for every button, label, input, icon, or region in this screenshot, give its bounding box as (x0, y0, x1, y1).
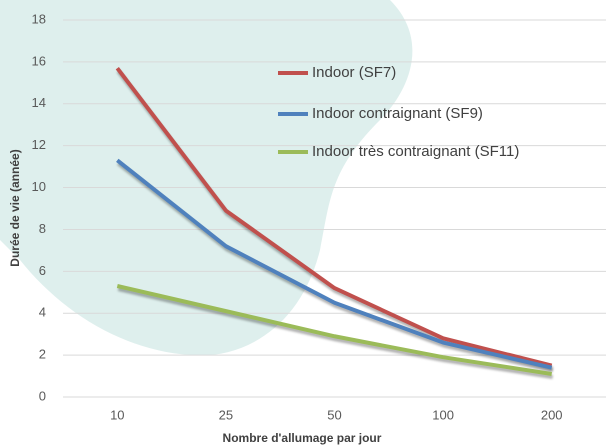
x-tick-label: 200 (541, 407, 563, 422)
legend-label: Indoor contraignant (SF9) (312, 105, 483, 122)
x-tick-label: 25 (219, 407, 233, 422)
series-line (116, 284, 553, 376)
x-tick-label: 10 (110, 407, 124, 422)
series-line (115, 66, 553, 368)
x-tick-label: 100 (432, 407, 454, 422)
y-axis-title: Durée de vie (année) (8, 149, 22, 266)
x-tick-label: 50 (327, 407, 341, 422)
legend-label: Indoor (SF7) (312, 64, 396, 81)
y-tick-label: 14 (32, 95, 46, 110)
y-tick-label: 6 (39, 263, 46, 278)
y-tick-label: 18 (32, 11, 46, 26)
background-blob (0, 0, 413, 356)
x-axis-title: Nombre d'allumage par jour (223, 431, 382, 445)
y-tick-label: 8 (39, 221, 46, 236)
legend-label: Indoor très contraignant (SF11) (312, 143, 519, 160)
y-tick-label: 12 (32, 137, 46, 152)
y-tick-label: 4 (39, 305, 46, 320)
y-tick-label: 2 (39, 347, 46, 362)
y-tick-label: 10 (32, 179, 46, 194)
y-tick-label: 0 (39, 388, 46, 403)
y-tick-label: 16 (32, 53, 46, 68)
series-line (116, 158, 553, 370)
